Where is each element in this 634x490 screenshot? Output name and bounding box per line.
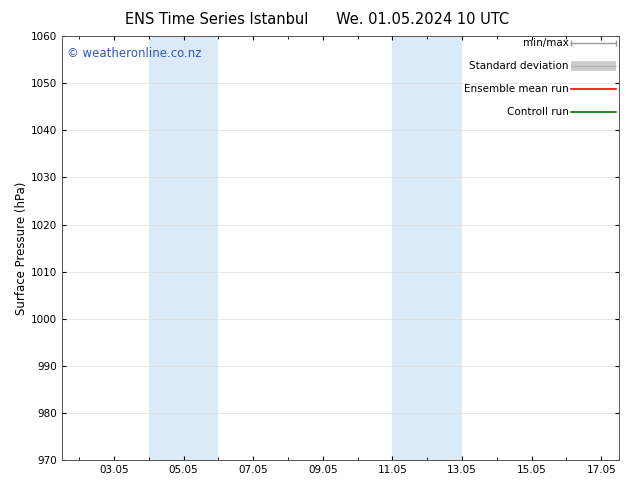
Text: min/max: min/max — [522, 38, 569, 48]
Text: Standard deviation: Standard deviation — [469, 61, 569, 71]
Bar — [149, 36, 219, 460]
Bar — [392, 36, 462, 460]
Text: ENS Time Series Istanbul      We. 01.05.2024 10 UTC: ENS Time Series Istanbul We. 01.05.2024 … — [125, 12, 509, 27]
Text: Ensemble mean run: Ensemble mean run — [464, 84, 569, 94]
Y-axis label: Surface Pressure (hPa): Surface Pressure (hPa) — [15, 181, 28, 315]
Text: © weatheronline.co.nz: © weatheronline.co.nz — [67, 47, 202, 60]
Text: Controll run: Controll run — [507, 107, 569, 118]
